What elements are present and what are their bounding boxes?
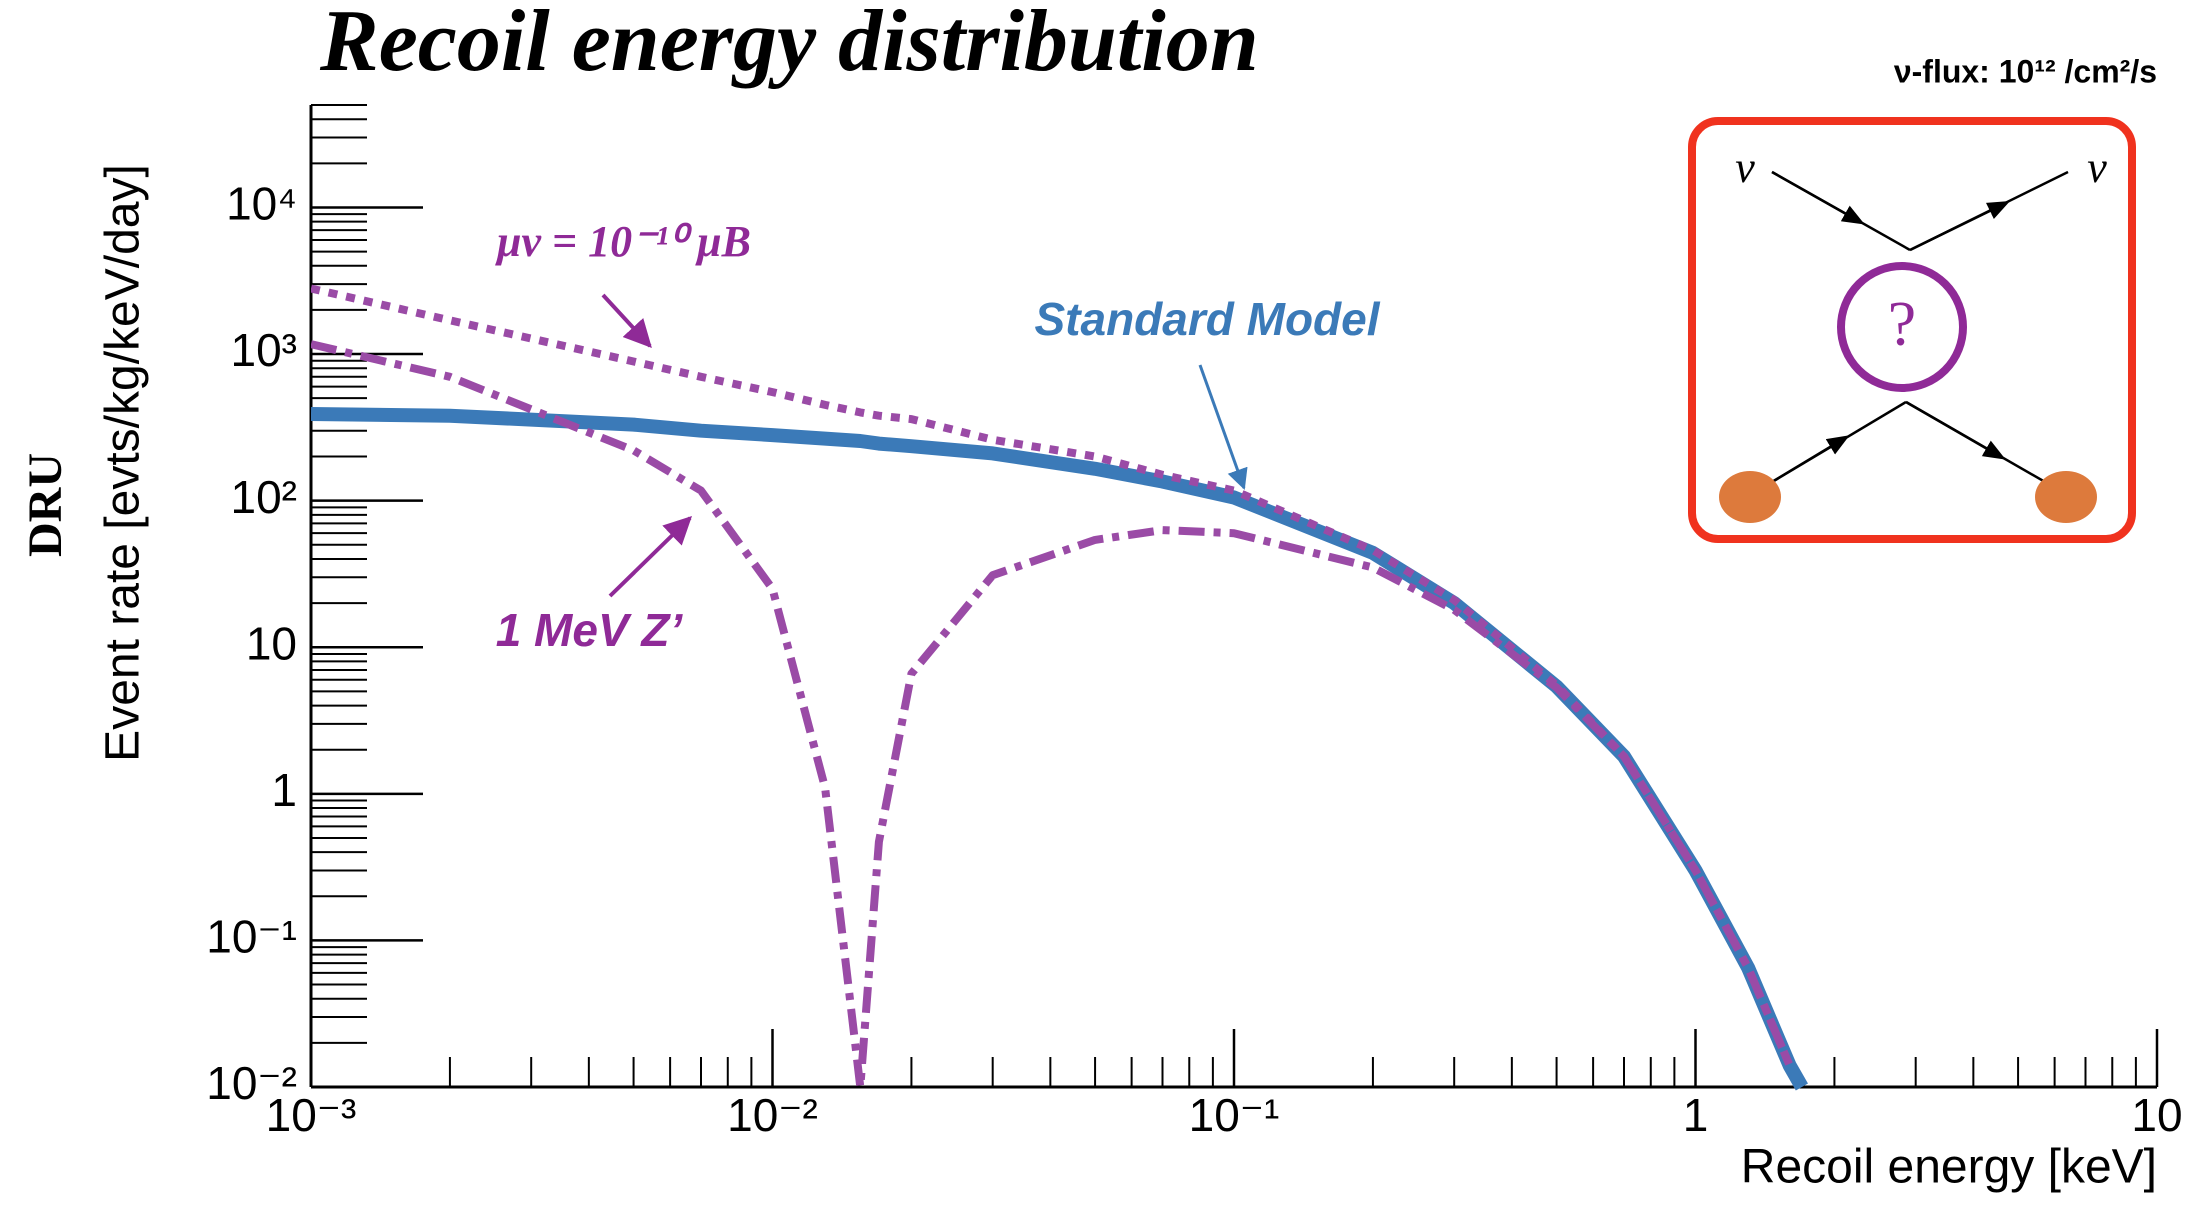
inset-label: ν (1735, 143, 1755, 192)
annotation-arrow (1198, 364, 1248, 490)
y-tick-label: 10³ (231, 324, 297, 376)
series-line (311, 340, 1794, 1091)
x-axis-label: Recoil energy [keV] (1741, 1141, 2157, 1194)
annotation-arrow (608, 516, 693, 598)
y-axis-label: Event rate [evts/kg/keV/day] (97, 164, 150, 762)
annotation-sm: Standard Model (1034, 293, 1380, 345)
vertex-label: ? (1888, 288, 1916, 359)
y-tick-label: 10⁻¹ (206, 911, 297, 963)
series-line (311, 284, 1794, 1068)
nucleus (1719, 471, 1781, 523)
chart-title: Recoil energy distribution (319, 0, 1259, 90)
y-tick-label: 10² (231, 471, 297, 523)
y-tick-label: 10 (246, 617, 297, 669)
nucleus (2035, 471, 2097, 523)
annotation-zprime: 1 MeV Z’ (496, 604, 684, 656)
x-tick-label: 1 (1683, 1089, 1709, 1141)
propagator (1909, 201, 2011, 252)
y-axis-unit: DRU (19, 453, 72, 557)
inset-label: ν (2087, 143, 2107, 192)
y-tick-label: 1 (271, 764, 297, 816)
x-tick-label: 10⁻¹ (1189, 1089, 1280, 1141)
annotation-arrow (601, 293, 652, 349)
propagator (1771, 170, 1865, 225)
inset-diagram: ν ν ? (1688, 117, 2136, 543)
x-tick-label: 10⁻³ (266, 1089, 357, 1141)
x-tick-label: 10 (2131, 1089, 2182, 1141)
vertex (1837, 262, 1967, 392)
flux-note: ν-flux: 10¹² /cm²/s (1894, 53, 2157, 89)
x-tick-label: 10⁻² (727, 1089, 818, 1141)
y-tick-label: 10⁻² (206, 1057, 297, 1109)
propagator (1905, 400, 2006, 460)
y-tick-label: 10⁴ (226, 178, 297, 230)
plot-area (311, 284, 1808, 1091)
annotation-mu: μν = 10⁻¹⁰ μB (495, 217, 751, 266)
series-line (311, 407, 1808, 1091)
